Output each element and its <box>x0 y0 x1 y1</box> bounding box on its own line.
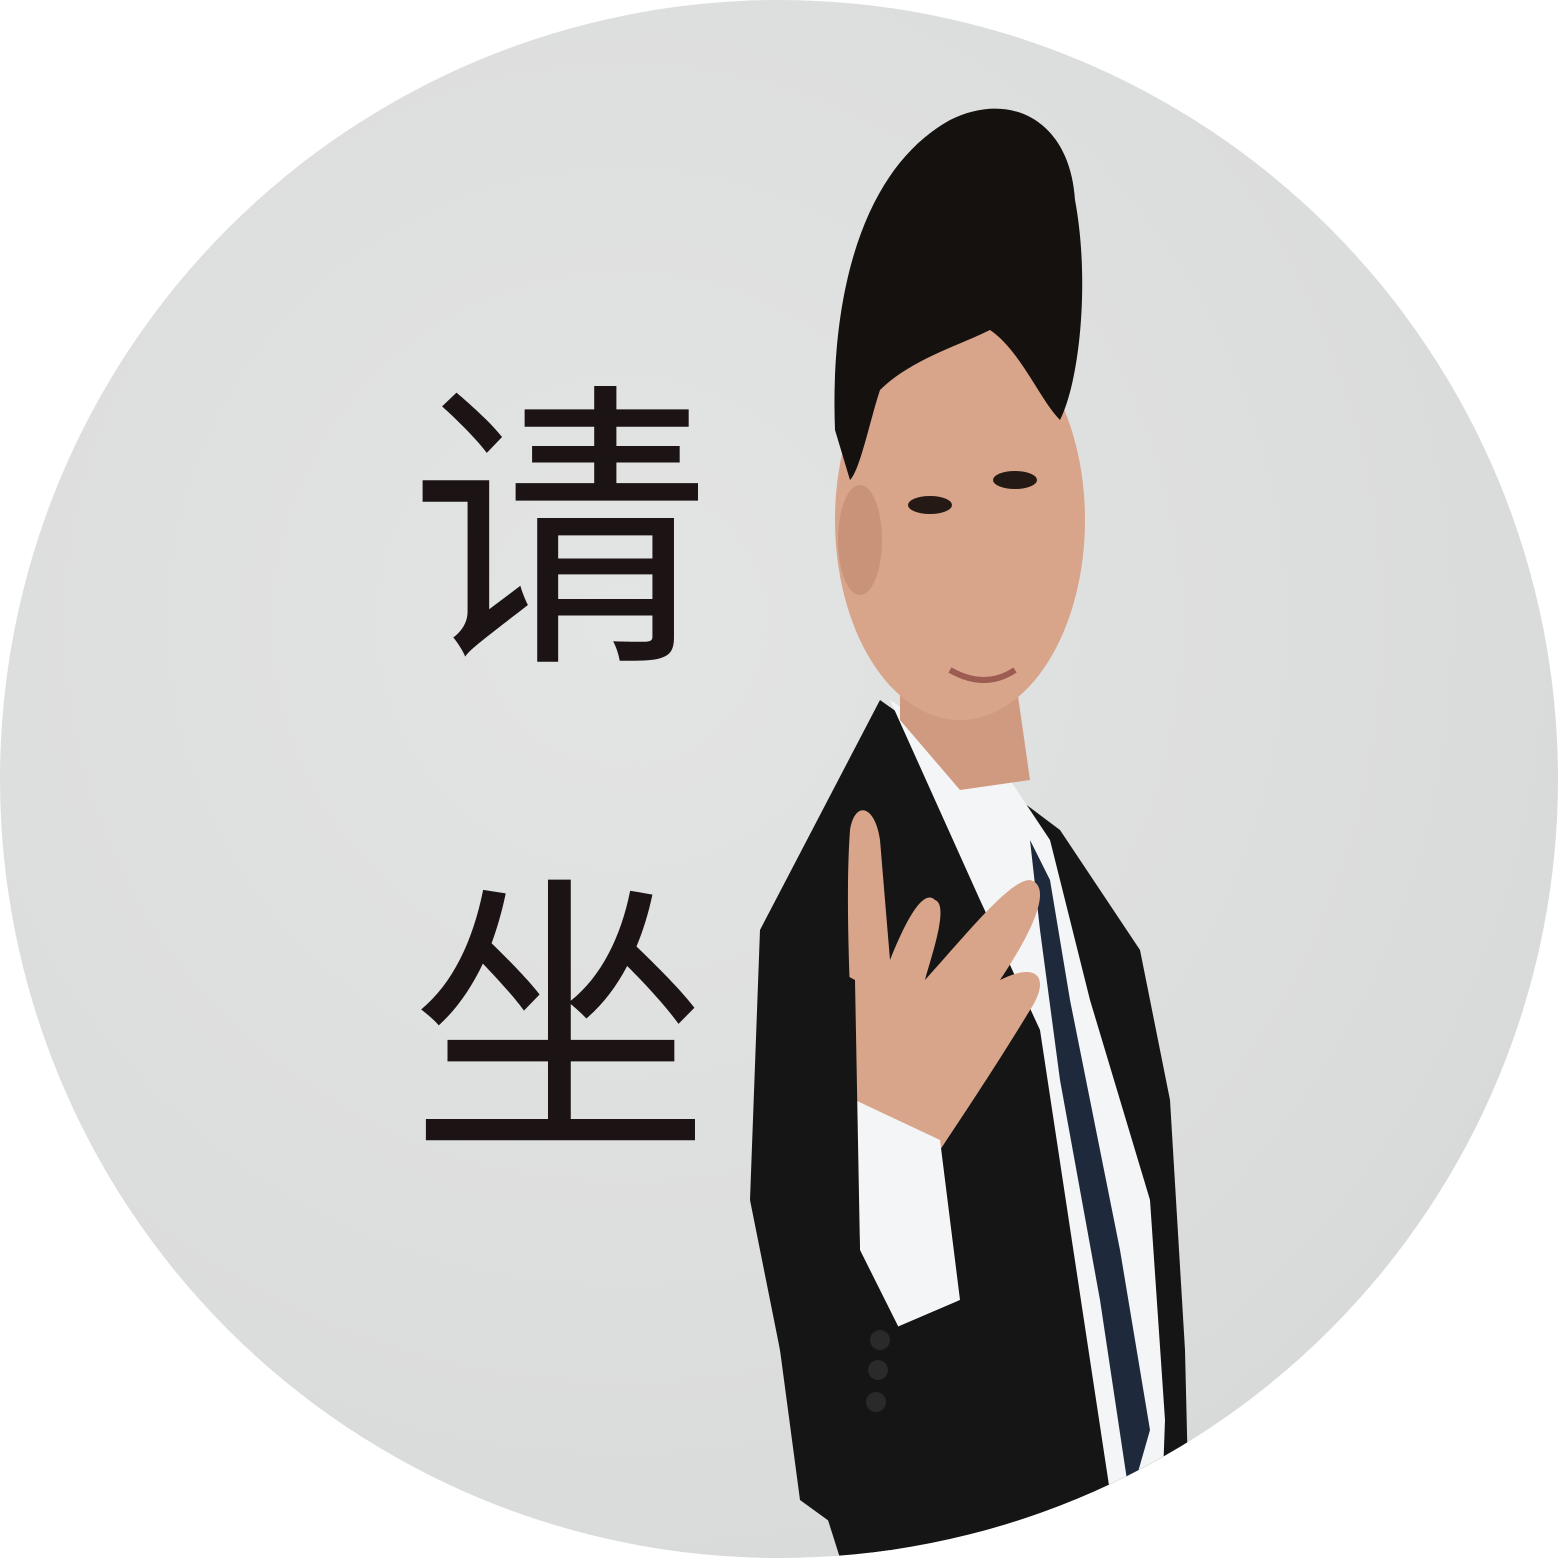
left-eye <box>908 496 952 514</box>
sleeve-button <box>866 1392 886 1412</box>
necktie <box>1030 840 1150 1500</box>
right-eye <box>993 471 1037 489</box>
sleeve-button <box>868 1360 888 1380</box>
jacket-sleeve <box>760 930 960 1558</box>
shirt-cuff <box>855 1100 960 1330</box>
ear <box>838 485 882 595</box>
hair <box>834 108 1083 480</box>
shirt <box>890 700 1165 1558</box>
mouth <box>948 667 1017 683</box>
sleeve-button <box>870 1330 890 1350</box>
face <box>835 320 1085 720</box>
